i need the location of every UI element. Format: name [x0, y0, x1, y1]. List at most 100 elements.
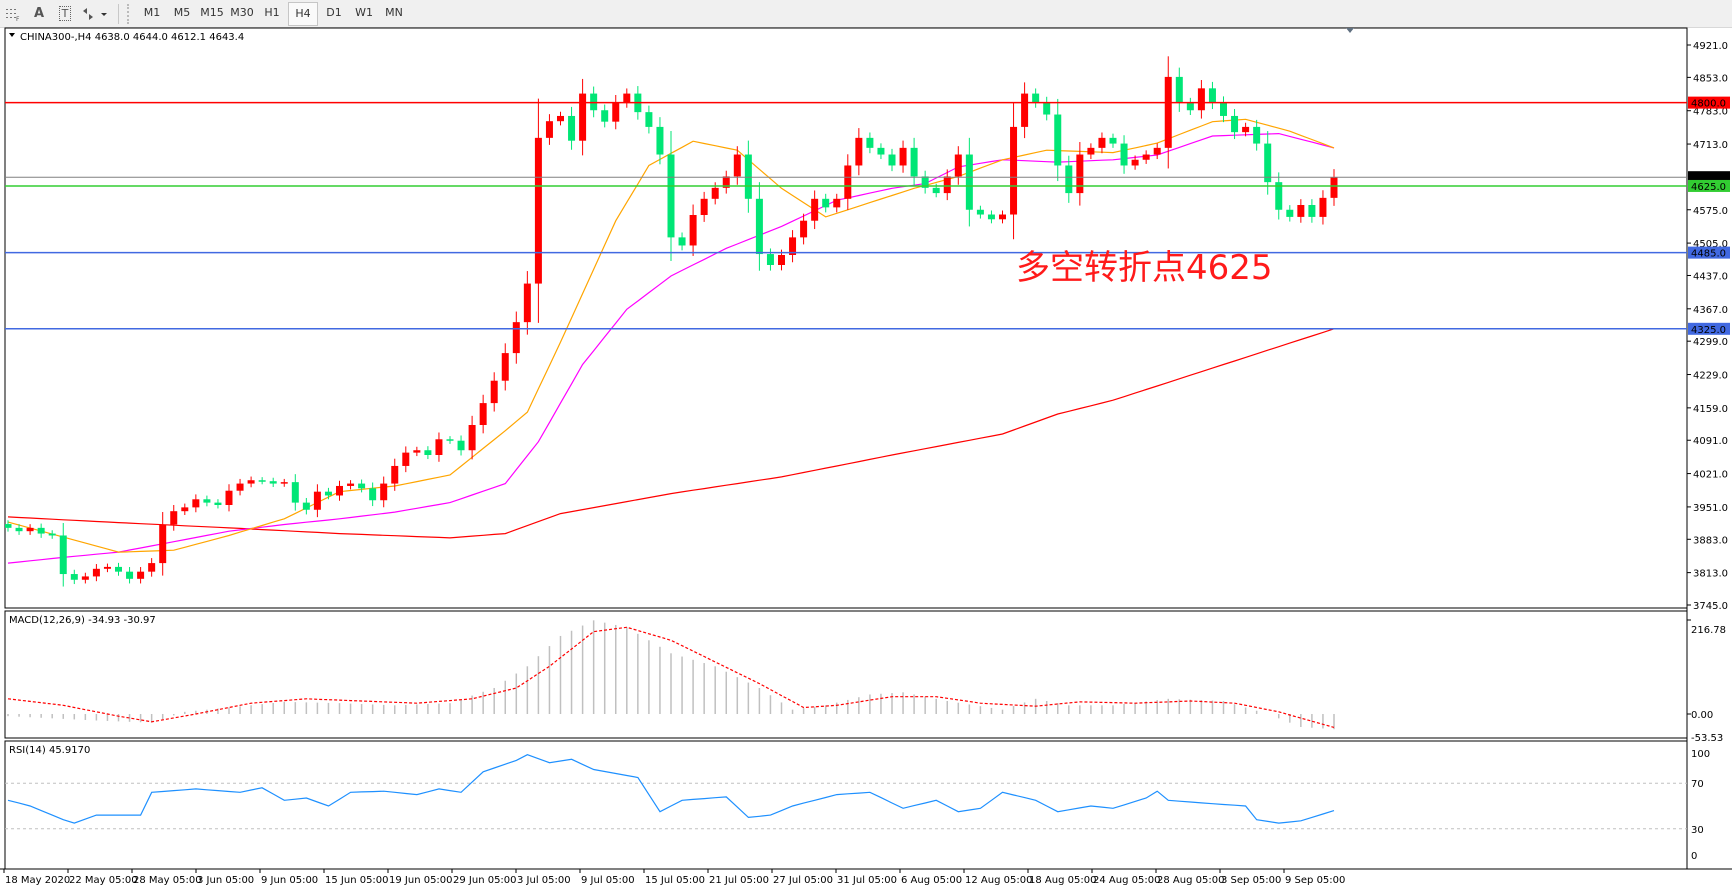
candle	[424, 446, 432, 460]
candle	[1098, 132, 1106, 154]
candle-body	[711, 187, 719, 199]
candle-body	[236, 483, 244, 491]
candle-body	[866, 137, 874, 148]
price-tick-label: 3813.0	[1693, 569, 1728, 580]
timeframe-m1-button[interactable]: M1	[143, 6, 161, 19]
candle	[1330, 169, 1338, 206]
candle	[1032, 88, 1040, 108]
grid-icon[interactable]: F	[0, 2, 26, 26]
candle-body	[336, 485, 343, 496]
time-tick-label: 22 May 05:00	[69, 875, 138, 886]
candle-body	[921, 176, 929, 188]
timeframe-h4-button[interactable]: H4	[288, 1, 318, 26]
timeframe-d1-button[interactable]: D1	[326, 6, 342, 19]
text-icon[interactable]: A	[33, 6, 45, 21]
candle	[1319, 190, 1327, 225]
candle-body	[1010, 126, 1018, 215]
time-tick-label: 3 Jun 05:00	[197, 875, 254, 886]
candle-body	[987, 214, 995, 220]
candle-body	[48, 533, 56, 536]
time-tick-label: 31 Jul 05:00	[837, 875, 897, 886]
price-tick-label: 4783.0	[1693, 107, 1728, 118]
time-tick-label: 24 Aug 05:00	[1093, 875, 1160, 886]
candle-body	[822, 198, 830, 208]
candle-body	[755, 198, 763, 255]
candle-body	[1054, 114, 1062, 166]
price-tick-label: 4159.0	[1693, 404, 1728, 415]
candle	[811, 190, 819, 230]
candle-body	[534, 137, 542, 284]
candle	[1197, 80, 1205, 119]
candle-body	[1231, 115, 1239, 133]
candle	[103, 563, 111, 573]
candle	[579, 78, 587, 156]
candle-body	[811, 198, 819, 221]
candle	[214, 499, 222, 509]
candle	[667, 130, 675, 261]
chart-header-label: CHINA300-,H4 4638.0 4644.0 4612.1 4643.4	[20, 32, 244, 43]
candle-body	[1087, 147, 1095, 155]
candle-body	[744, 154, 752, 199]
candle-body	[435, 439, 443, 455]
candle	[844, 154, 852, 210]
candle-body	[1164, 76, 1172, 148]
timeframe-mn-button[interactable]: MN	[385, 6, 403, 19]
candle-body	[965, 154, 973, 210]
timeframe-m5-button[interactable]: M5	[173, 6, 191, 19]
ma-mid-line	[7, 132, 1335, 564]
timeframe-m15-button[interactable]: M15	[200, 6, 224, 19]
candle-body	[1142, 154, 1150, 160]
price-tick-label: 4021.0	[1693, 470, 1728, 481]
text-label-icon[interactable]: T	[52, 2, 78, 26]
candle	[347, 480, 355, 490]
text-label-glyph: T	[58, 6, 72, 21]
candle-body	[855, 137, 863, 166]
candle	[1297, 199, 1305, 223]
candle	[324, 487, 332, 500]
candle	[855, 128, 863, 176]
candle-body	[623, 93, 631, 103]
timeframe-m30-button[interactable]: M30	[230, 6, 254, 19]
rsi-tick-label: 70	[1691, 779, 1704, 790]
candle-body	[954, 154, 962, 177]
candle	[678, 232, 686, 251]
candle-body	[1131, 159, 1139, 166]
time-tick-label: 3 Jul 05:00	[517, 875, 571, 886]
toolbar-grip[interactable]	[127, 3, 132, 24]
arrows-icon[interactable]	[78, 2, 112, 26]
candle-body	[214, 502, 222, 505]
candle	[1231, 109, 1239, 140]
candle-body	[1032, 93, 1040, 103]
candle-body	[1021, 93, 1029, 127]
level-label: 4485.0	[1691, 249, 1726, 260]
candle	[888, 148, 896, 172]
rsi-tick-label: 0	[1691, 851, 1697, 862]
candle-body	[1065, 165, 1073, 194]
candle-body	[5, 524, 12, 528]
macd-tick-label: 216.78	[1691, 625, 1726, 636]
time-tick-label: 15 Jul 05:00	[645, 875, 705, 886]
toolbar-divider	[118, 3, 119, 24]
candle	[689, 204, 697, 256]
candle	[612, 95, 620, 130]
candle-body	[92, 568, 100, 577]
candle	[380, 476, 388, 508]
candle-body	[457, 440, 465, 451]
time-tick-label: 9 Jul 05:00	[581, 875, 635, 886]
level-label-bg	[1688, 246, 1730, 259]
candle-body	[402, 452, 410, 466]
candle-body	[148, 563, 156, 572]
time-tick-label: 9 Jun 05:00	[261, 875, 318, 886]
candle	[1120, 135, 1128, 174]
candle	[789, 230, 797, 263]
price-tick-label: 3951.0	[1693, 503, 1728, 514]
candle	[402, 446, 410, 473]
timeframe-w1-button[interactable]: W1	[355, 6, 373, 19]
candle	[70, 569, 78, 585]
candle-body	[766, 254, 774, 265]
candle	[568, 106, 576, 150]
candle	[391, 458, 399, 491]
candle	[623, 88, 631, 108]
timeframe-h1-button[interactable]: H1	[264, 6, 280, 19]
